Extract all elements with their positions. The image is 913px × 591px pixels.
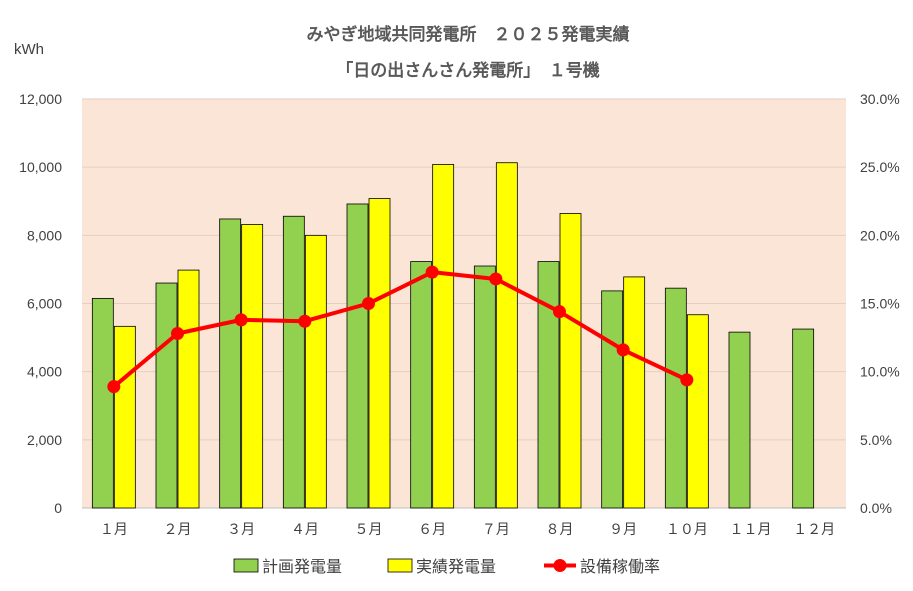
point-utilization bbox=[553, 305, 566, 319]
bar-planned bbox=[664, 287, 687, 509]
bar-actual bbox=[241, 224, 264, 509]
bar-planned bbox=[219, 218, 242, 509]
x-tick-label: ９月 bbox=[609, 522, 637, 538]
point-utilization bbox=[489, 272, 503, 286]
bar-actual bbox=[304, 234, 327, 509]
bar-planned bbox=[601, 290, 624, 509]
point-utilization bbox=[680, 373, 694, 387]
x-tick-label: ４月 bbox=[291, 522, 319, 538]
bar-actual bbox=[368, 198, 391, 509]
point-utilization bbox=[362, 297, 375, 310]
legend-swatch-marker bbox=[553, 559, 567, 572]
y-tick-label: 4,000 bbox=[27, 364, 62, 380]
legend-label: 計画発電量 bbox=[262, 557, 342, 576]
x-tick-label: ５月 bbox=[355, 522, 383, 538]
bar-actual bbox=[432, 164, 455, 509]
bar-planned bbox=[346, 203, 369, 509]
legend-label: 実績発電量 bbox=[416, 557, 496, 576]
y2-tick-label: 10.0% bbox=[860, 364, 900, 380]
legend-swatch bbox=[387, 558, 413, 573]
y2-tick-label: 25.0% bbox=[860, 159, 900, 175]
y2-tick-label: 20.0% bbox=[860, 227, 900, 243]
bar-planned bbox=[473, 265, 496, 509]
x-tick-label: ３月 bbox=[227, 522, 255, 538]
bar-actual bbox=[623, 276, 646, 509]
chart-title-line2: 「日の出さんさん発電所」 １号機 bbox=[336, 60, 600, 81]
x-tick-label: ８月 bbox=[546, 522, 574, 538]
x-tick-label: １２月 bbox=[793, 522, 835, 538]
point-utilization bbox=[298, 314, 312, 328]
bar-planned bbox=[282, 215, 305, 509]
bar-planned bbox=[410, 261, 433, 509]
bar-actual bbox=[559, 213, 582, 509]
legend-swatch bbox=[233, 558, 259, 573]
y-tick-label: 6,000 bbox=[27, 296, 62, 312]
chart-title-line1: みやぎ地域共同発電所 ２０２５発電実績 bbox=[307, 24, 630, 45]
y-tick-label: 12,000 bbox=[19, 91, 62, 107]
point-utilization bbox=[171, 326, 184, 340]
bar-planned bbox=[537, 261, 560, 509]
line-utilization bbox=[112, 270, 688, 389]
y-axis-unit: kWh bbox=[14, 41, 44, 58]
bar-planned bbox=[155, 282, 178, 509]
x-tick-label: １１月 bbox=[730, 522, 772, 538]
bar-planned bbox=[91, 297, 114, 509]
bar-actual bbox=[113, 325, 136, 509]
x-tick-label: １月 bbox=[100, 522, 128, 538]
point-utilization bbox=[425, 265, 439, 279]
bar-planned bbox=[792, 328, 815, 509]
x-tick-label: ２月 bbox=[164, 522, 192, 538]
x-tick-label: ７月 bbox=[482, 522, 510, 538]
bar-planned bbox=[728, 331, 751, 509]
y-tick-label: 10,000 bbox=[19, 159, 62, 175]
y-tick-label: 2,000 bbox=[27, 432, 62, 448]
plot-area: 0 2,000 4,000 6,000 8,000 10,000 12,000 0.0% 5.0… bbox=[19, 91, 900, 538]
legend-label: 設備稼働率 bbox=[580, 557, 660, 576]
y-tick-label: 0 bbox=[54, 500, 62, 516]
legend: 計画発電量 実績発電量 設備稼働率 bbox=[233, 557, 660, 576]
x-tick-label: ６月 bbox=[418, 522, 446, 538]
y2-tick-label: 5.0% bbox=[860, 432, 892, 448]
point-utilization bbox=[234, 313, 248, 327]
y2-tick-label: 30.0% bbox=[860, 91, 900, 107]
bar-actual bbox=[686, 314, 709, 509]
bar-actual bbox=[495, 162, 518, 509]
y-tick-label: 8,000 bbox=[27, 227, 62, 243]
bar-actual bbox=[177, 269, 200, 509]
y2-tick-label: 0.0% bbox=[860, 500, 892, 516]
point-utilization bbox=[107, 380, 121, 394]
point-utilization bbox=[616, 343, 630, 357]
x-tick-label: １０月 bbox=[666, 522, 708, 538]
y2-tick-label: 15.0% bbox=[860, 296, 900, 312]
